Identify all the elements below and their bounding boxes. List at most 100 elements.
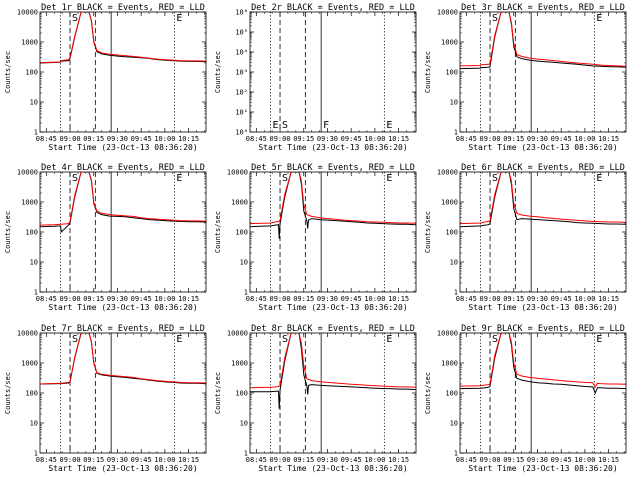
x-tick-label: 09:00 — [269, 295, 290, 303]
x-tick-label: 09:30 — [107, 456, 128, 464]
x-axis-label: Start Time (23-Oct-13 08:36:20) — [258, 143, 407, 152]
panel-title: Det 9r BLACK = Events, RED = LLD — [461, 324, 625, 334]
x-tick-label: 08:45 — [246, 295, 267, 303]
panel-det-9: Det 9r BLACK = Events, RED = LLD 1 10 100 10… — [424, 324, 627, 473]
series-line-lld — [460, 12, 626, 67]
x-tick-label: 09:45 — [551, 135, 572, 143]
plot-frame — [459, 332, 627, 454]
y-tick-label: 10000 — [437, 330, 458, 338]
x-tick-label: 10:00 — [364, 456, 385, 464]
x-tick-label: 10:00 — [574, 135, 595, 143]
series-line-events — [40, 172, 206, 234]
y-tick-label: 10⁰ — [235, 129, 248, 137]
x-tick-label: 09:15 — [293, 456, 314, 464]
x-axis-label: Start Time (23-Oct-13 08:36:20) — [468, 303, 617, 312]
x-tick-label: 10:00 — [154, 456, 175, 464]
y-tick-label: 100 — [25, 229, 38, 237]
x-tick-label: 09:30 — [527, 456, 548, 464]
event-marker-label: E — [596, 13, 602, 24]
y-tick-label: 10 — [240, 420, 248, 428]
event-marker-label: E — [176, 13, 182, 24]
x-tick-label: 09:45 — [131, 456, 152, 464]
x-tick-label: 08:45 — [246, 135, 267, 143]
panel-title: Det 8r BLACK = Events, RED = LLD — [251, 324, 415, 334]
series-line-events — [250, 172, 416, 239]
series-line-lld — [40, 333, 206, 385]
series-line-lld — [250, 333, 416, 389]
y-axis-label: Counts/sec — [424, 211, 432, 253]
event-marker-label: S — [492, 173, 498, 184]
y-tick-label: 1000 — [441, 39, 458, 47]
y-tick-label: 10000 — [227, 169, 248, 177]
series-line-lld — [40, 172, 206, 226]
x-axis-label: Start Time (23-Oct-13 08:36:20) — [48, 143, 197, 152]
x-tick-label: 09:00 — [479, 295, 500, 303]
x-tick-label: 09:00 — [59, 456, 80, 464]
x-tick-label: 10:00 — [364, 295, 385, 303]
x-axis-label: Start Time (23-Oct-13 08:36:20) — [468, 464, 617, 473]
y-axis-label: Counts/sec — [214, 211, 222, 253]
x-tick-label: 09:30 — [107, 135, 128, 143]
x-tick-label: 09:45 — [341, 135, 362, 143]
event-marker-label: E — [176, 334, 182, 345]
x-axis-label: Start Time (23-Oct-13 08:36:20) — [468, 143, 617, 152]
x-tick-label: 10:00 — [364, 135, 385, 143]
panel-det-8: Det 8r BLACK = Events, RED = LLD 1 10 100 10… — [214, 324, 417, 473]
x-axis-label: Start Time (23-Oct-13 08:36:20) — [258, 464, 407, 473]
series-line-lld — [40, 12, 206, 64]
x-tick-label: 10:15 — [388, 456, 409, 464]
panel-title: Det 6r BLACK = Events, RED = LLD — [461, 163, 625, 173]
y-tick-label: 1000 — [21, 360, 38, 368]
x-tick-label: 09:00 — [59, 295, 80, 303]
event-marker-label: E — [273, 120, 279, 131]
event-marker-label: S — [282, 120, 288, 131]
x-tick-label: 09:00 — [479, 135, 500, 143]
x-axis-label: Start Time (23-Oct-13 08:36:20) — [48, 303, 197, 312]
x-tick-label: 09:15 — [503, 456, 524, 464]
y-tick-label: 1000 — [441, 199, 458, 207]
panel-title: Det 1r BLACK = Events, RED = LLD — [41, 3, 205, 13]
y-tick-label: 10³ — [235, 69, 248, 77]
y-tick-label: 10² — [235, 89, 248, 97]
x-tick-label: 10:15 — [388, 295, 409, 303]
y-tick-label: 1000 — [231, 360, 248, 368]
event-marker-label: F — [323, 120, 329, 131]
y-axis-label: Counts/sec — [4, 51, 12, 93]
x-tick-label: 09:15 — [293, 295, 314, 303]
panel-det-2: Det 2r BLACK = Events, RED = LLD 10⁰ 10¹ 10… — [214, 3, 417, 152]
panel-det-7: Det 7r BLACK = Events, RED = LLD 1 10 100 10… — [4, 324, 207, 473]
panel-det-4: Det 4r BLACK = Events, RED = LLD 1 10 100 10… — [4, 163, 207, 312]
event-marker-label: E — [386, 173, 392, 184]
x-tick-label: 09:30 — [107, 295, 128, 303]
x-tick-label: 09:00 — [269, 135, 290, 143]
x-tick-label: 08:45 — [36, 295, 57, 303]
x-tick-label: 09:45 — [341, 295, 362, 303]
plot-frame — [39, 11, 207, 133]
series-line-events — [460, 172, 626, 228]
y-axis-label: Counts/sec — [4, 211, 12, 253]
plot-frame — [39, 332, 207, 454]
y-tick-label: 10 — [450, 259, 458, 267]
x-tick-label: 10:15 — [598, 295, 619, 303]
x-tick-label: 09:45 — [341, 456, 362, 464]
y-axis-label: Counts/sec — [424, 372, 432, 414]
x-tick-label: 10:00 — [574, 456, 595, 464]
x-axis-label: Start Time (23-Oct-13 08:36:20) — [48, 464, 197, 473]
y-tick-label: 1000 — [21, 39, 38, 47]
x-tick-label: 10:15 — [388, 135, 409, 143]
panel-title: Det 2r BLACK = Events, RED = LLD — [251, 3, 415, 13]
event-marker-label: S — [72, 173, 78, 184]
y-tick-label: 1 — [454, 289, 458, 297]
series-line-lld — [460, 172, 626, 225]
plot-frame — [459, 11, 627, 133]
event-marker-label: S — [72, 334, 78, 345]
y-tick-label: 100 — [235, 229, 248, 237]
y-tick-label: 1000 — [21, 199, 38, 207]
y-tick-label: 1000 — [441, 360, 458, 368]
y-tick-label: 10 — [30, 99, 38, 107]
y-tick-label: 1 — [244, 450, 248, 458]
x-tick-label: 09:45 — [551, 456, 572, 464]
series-line-lld — [460, 333, 626, 388]
event-marker-label: S — [282, 334, 288, 345]
x-tick-label: 10:15 — [178, 456, 199, 464]
